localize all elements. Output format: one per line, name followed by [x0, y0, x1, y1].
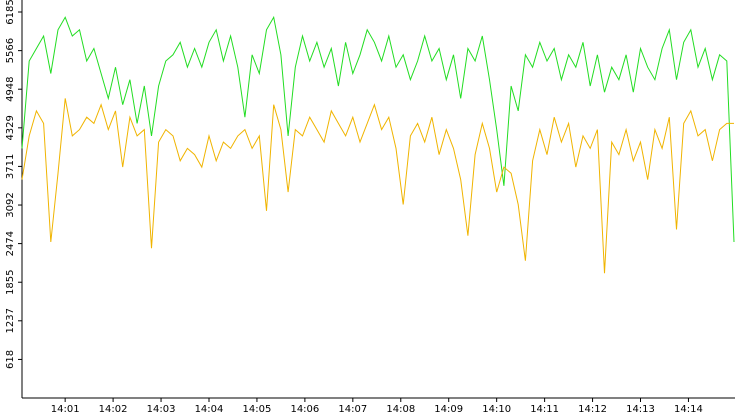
x-tick-label: 14:01 [51, 404, 80, 415]
series-line [21, 98, 734, 274]
x-tick-label: 14:04 [195, 404, 224, 415]
y-tick-label: 1237 [5, 308, 16, 333]
x-tick-label: 14:02 [99, 404, 128, 415]
y-tick-label: 6185 [5, 0, 16, 25]
y-tick-label: 5566 [5, 38, 16, 63]
y-tick-label: 3092 [5, 192, 16, 217]
x-tick-label: 14:11 [530, 404, 559, 415]
series-line [21, 15, 735, 243]
y-tick-label: 4948 [5, 76, 16, 101]
x-tick-label: 14:08 [386, 404, 415, 415]
y-tick-label: 618 [5, 350, 16, 369]
y-tick-label: 2474 [5, 231, 16, 256]
x-tick-label: 14:09 [434, 404, 463, 415]
x-tick-label: 14:13 [626, 404, 655, 415]
x-tick-label: 14:05 [243, 404, 272, 415]
x-tick-label: 14:12 [578, 404, 607, 415]
x-tick-label: 14:03 [147, 404, 176, 415]
y-tick-label: 4329 [5, 115, 16, 140]
x-tick-label: 14:07 [338, 404, 367, 415]
x-tick-label: 14:10 [482, 404, 511, 415]
y-tick-label: 1855 [5, 270, 16, 295]
x-tick-label: 14:06 [290, 404, 319, 415]
y-tick-label: 3711 [5, 154, 16, 179]
x-tick-label: 14:14 [674, 404, 703, 415]
